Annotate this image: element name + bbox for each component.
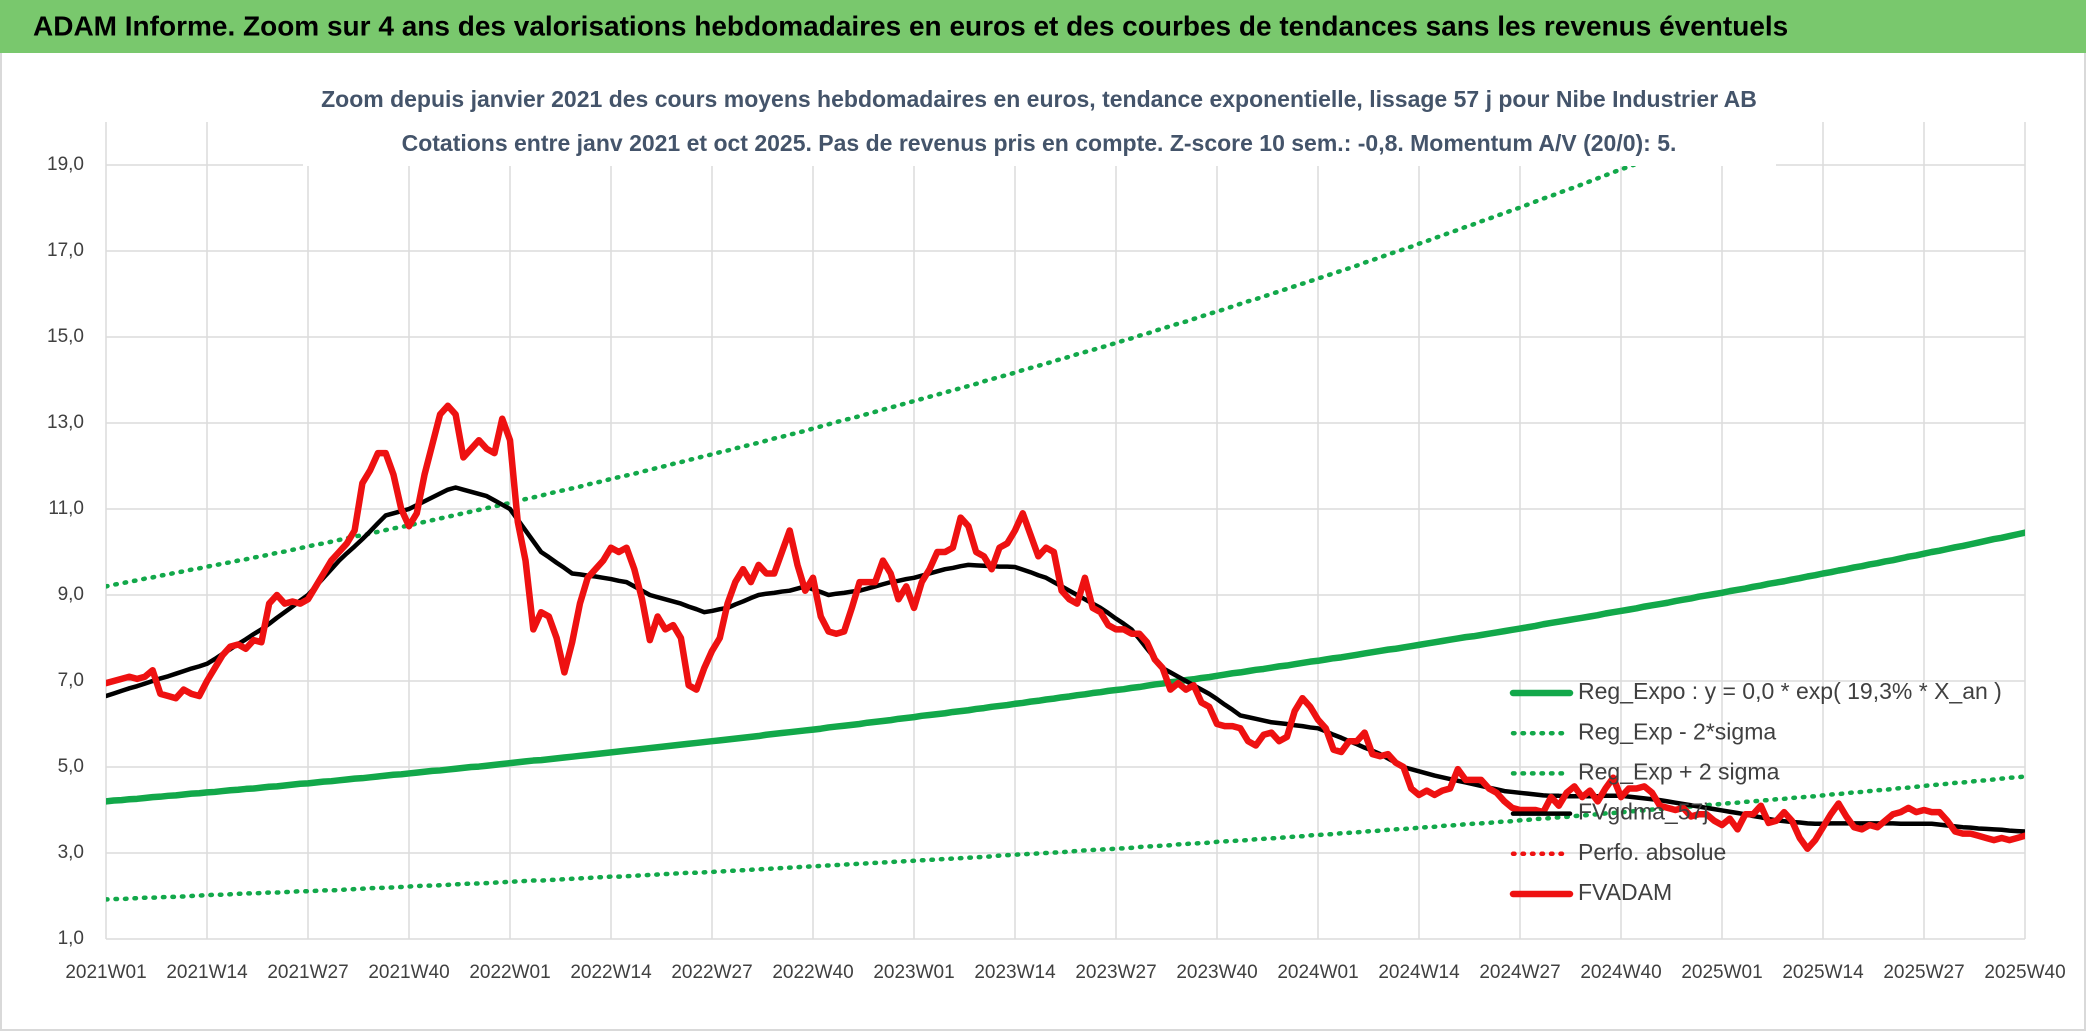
y-tick-label: 19,0 <box>47 154 84 175</box>
y-tick-label: 3,0 <box>58 842 84 863</box>
x-tick-label: 2021W01 <box>65 962 146 983</box>
chart-subtitle: Cotations entre janv 2021 et oct 2025. P… <box>402 130 1677 156</box>
y-tick-label: 1,0 <box>58 928 84 949</box>
y-tick-label: 7,0 <box>58 670 84 691</box>
legend-label: FVADAM <box>1578 879 1672 905</box>
x-tick-label: 2025W01 <box>1681 962 1762 983</box>
x-tick-label: 2023W01 <box>873 962 954 983</box>
x-tick-label: 2022W40 <box>772 962 853 983</box>
x-tick-label: 2021W14 <box>166 962 248 983</box>
x-tick-label: 2022W27 <box>671 962 752 983</box>
x-tick-label: 2024W14 <box>1378 962 1460 983</box>
grid: 1,0 3,0 5,0 7,0 9,0 11,0 13,0 15,0 17,0 19,0 2021W… <box>47 122 2066 983</box>
x-tick-label: 2021W27 <box>267 962 348 983</box>
series-line <box>106 485 2025 834</box>
legend-label: FVgdma_57j <box>1578 799 1708 825</box>
legend-label: Reg_Exp + 2 sigma <box>1578 758 1780 784</box>
x-tick-label: 2022W14 <box>570 962 652 983</box>
series-line <box>106 774 2025 902</box>
y-tick-label: 13,0 <box>47 412 84 433</box>
legend-label: Reg_Expo : y = 0,0 * exp( 19,3% * X_an ) <box>1578 678 2002 704</box>
y-tick-label: 11,0 <box>48 498 84 519</box>
y-tick-label: 17,0 <box>47 240 84 261</box>
legend-label: Reg_Exp - 2*sigma <box>1578 718 1776 744</box>
series-line <box>106 529 2025 805</box>
x-tick-label: 2025W27 <box>1883 962 1964 983</box>
legend-label: Perfo. absolue <box>1578 839 1726 865</box>
y-tick-label: 15,0 <box>47 326 84 347</box>
y-tick-label: 9,0 <box>58 584 84 605</box>
y-tick-label: 5,0 <box>58 756 84 777</box>
chart-title: Zoom depuis janvier 2021 des cours moyen… <box>321 86 1757 112</box>
x-tick-label: 2023W27 <box>1075 962 1156 983</box>
x-tick-label: 2024W40 <box>1580 962 1661 983</box>
x-tick-label: 2022W01 <box>469 962 550 983</box>
x-tick-label: 2021W40 <box>368 962 449 983</box>
title-box <box>303 80 1776 166</box>
legend: Reg_Expo : y = 0,0 * exp( 19,3% * X_an )… <box>1509 678 2002 905</box>
x-tick-label: 2024W01 <box>1277 962 1358 983</box>
x-tick-label: 2023W14 <box>974 962 1056 983</box>
x-tick-label: 2025W14 <box>1782 962 1864 983</box>
series-line <box>106 402 2025 852</box>
header-title: ADAM Informe. Zoom sur 4 ans des valoris… <box>33 10 1788 41</box>
header-bar <box>0 0 2086 53</box>
plot-lines <box>106 122 2025 902</box>
x-tick-label: 2023W40 <box>1176 962 1257 983</box>
x-tick-label: 2024W27 <box>1479 962 1560 983</box>
x-tick-label: 2025W40 <box>1984 962 2065 983</box>
